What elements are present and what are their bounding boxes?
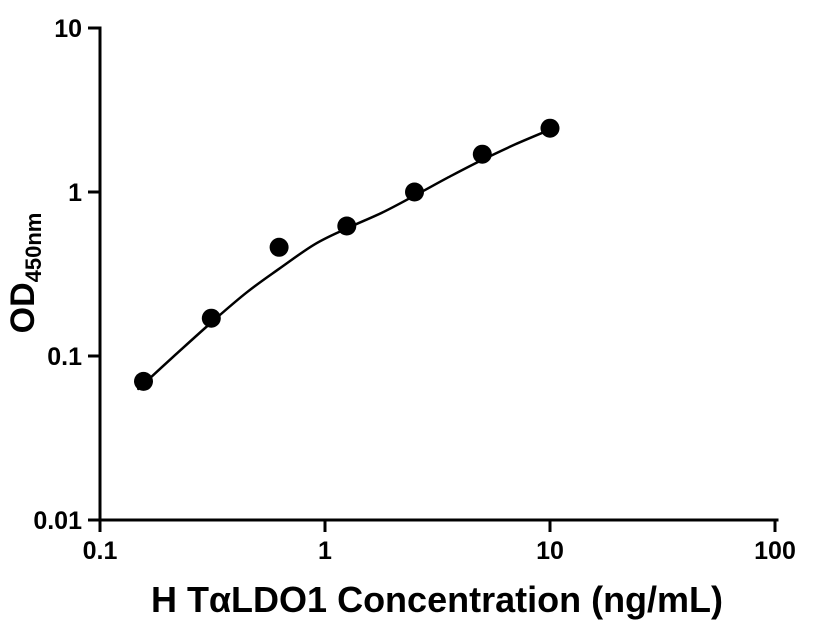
y-tick-label: 0.01 <box>33 507 82 535</box>
x-tick-label: 0.1 <box>83 537 118 565</box>
data-point <box>269 237 289 257</box>
data-point <box>540 118 560 138</box>
y-tick-label: 1 <box>68 179 82 207</box>
x-tick-label: 10 <box>536 537 564 565</box>
fit-curve <box>137 128 552 391</box>
y-axis-title: OD450nm <box>4 213 46 334</box>
y-tick-label: 10 <box>54 15 82 43</box>
data-point <box>472 144 492 164</box>
x-tick-label: 1 <box>318 537 332 565</box>
data-point <box>337 216 357 236</box>
x-axis-title: H TαLDO1 Concentration (ng/mL) <box>151 579 723 620</box>
data-point <box>405 182 424 202</box>
x-tick-label: 100 <box>754 537 796 565</box>
data-point <box>201 308 221 328</box>
y-tick-label: 0.1 <box>47 343 82 371</box>
data-point <box>134 371 153 391</box>
y-axis-title-sub: 450nm <box>21 213 46 283</box>
y-axis-title-main: OD <box>4 282 42 333</box>
